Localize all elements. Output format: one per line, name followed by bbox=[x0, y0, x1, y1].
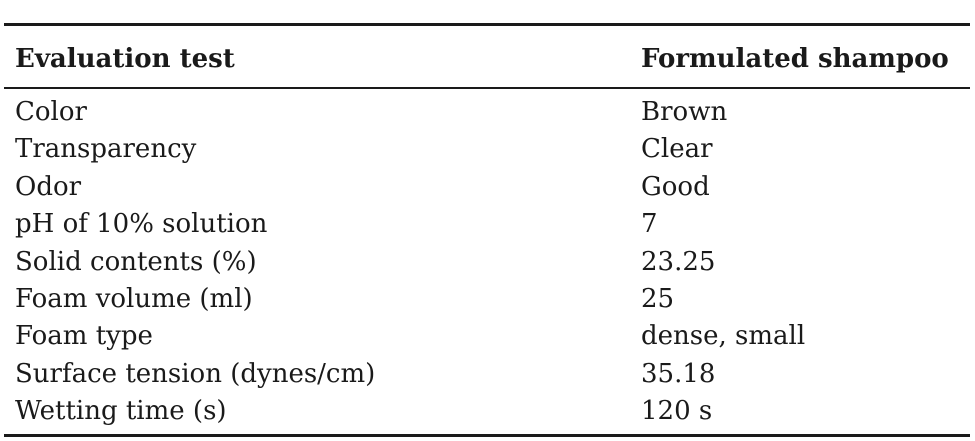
table-cell: 7 bbox=[641, 209, 658, 240]
table-cell: 23.25 bbox=[641, 246, 716, 277]
table-cell: Brown bbox=[641, 97, 728, 127]
table-cell: Solid contents (%) bbox=[15, 246, 257, 277]
table-cell: 120 s bbox=[641, 396, 713, 427]
table-cell: Clear bbox=[641, 134, 713, 165]
table-cell: 35.18 bbox=[641, 358, 716, 389]
table-cell: pH of 10% solution bbox=[15, 209, 268, 240]
table-cell: dense, small bbox=[641, 321, 806, 352]
table-cell: Good bbox=[641, 171, 710, 202]
header-cell: Evaluation test bbox=[15, 44, 235, 74]
table-cell: Foam type bbox=[15, 321, 153, 352]
table-cell: Odor bbox=[15, 171, 82, 202]
table-cell: 25 bbox=[641, 284, 675, 314]
table-cell: Foam volume (ml) bbox=[15, 284, 253, 314]
header-rule bbox=[4, 87, 970, 89]
table-cell: Wetting time (s) bbox=[15, 396, 227, 427]
table-cell: Transparency bbox=[15, 134, 197, 165]
bottom-rule bbox=[4, 434, 970, 437]
table-cell: Color bbox=[15, 97, 87, 127]
table-cell: Surface tension (dynes/cm) bbox=[15, 358, 376, 389]
top-rule bbox=[4, 23, 970, 26]
header-cell: Formulated shampoo bbox=[641, 44, 949, 74]
